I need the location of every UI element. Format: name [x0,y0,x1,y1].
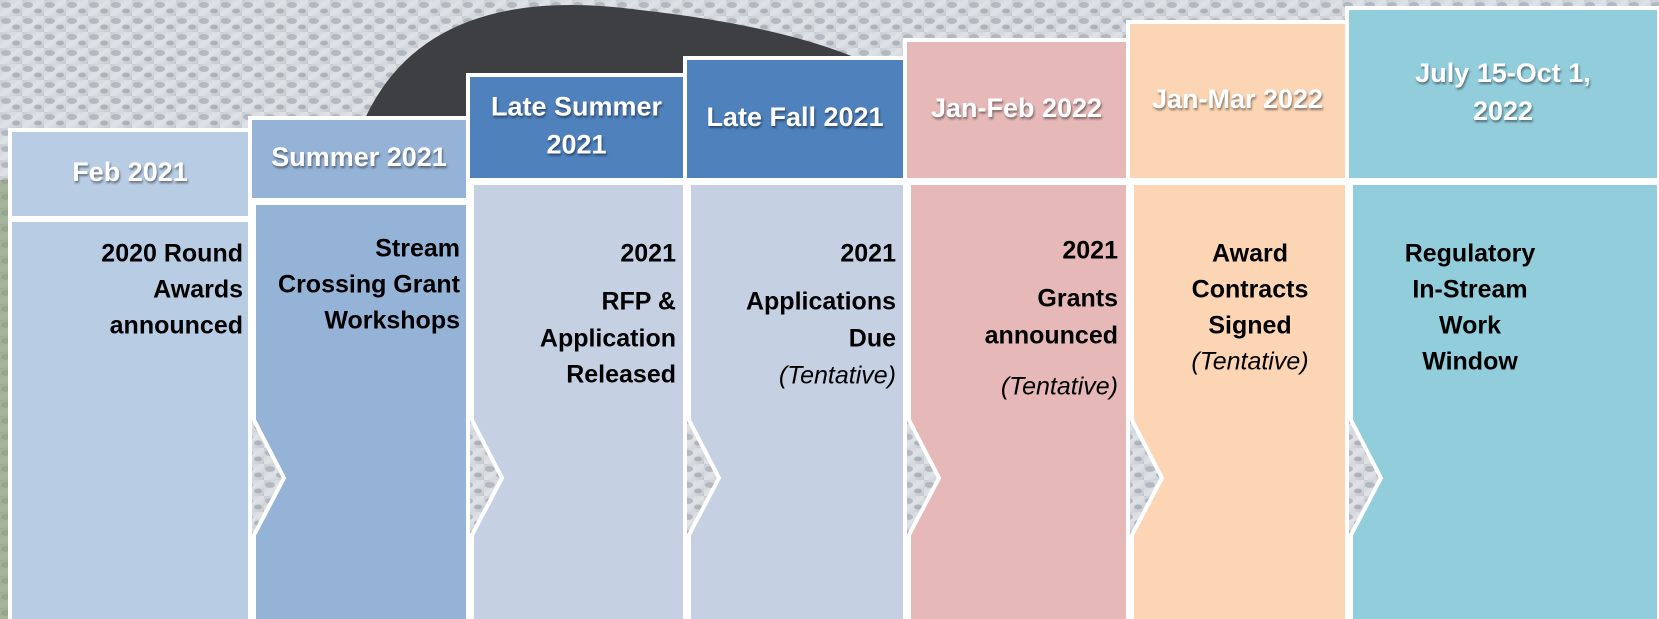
step-text: Work [1439,312,1501,340]
step-text: Applications [746,288,896,316]
step-date: Jan-Feb 2022 [931,93,1102,123]
step-text: Award [1212,240,1288,268]
step-text: announced [110,312,243,340]
step-text: Signed [1208,312,1291,340]
step-note: (Tentative) [779,362,896,390]
step-date: Summer 2021 [271,142,447,172]
step-text: Released [566,361,676,389]
step-date: July 15-Oct 1, [1415,58,1591,88]
step-text: RFP & [601,288,676,316]
step: Jan-Feb 2022 2021 Grants announced (Tentativ… [905,40,1128,619]
step: Late Summer 2021 2021 RFP & Application Relea… [468,75,685,619]
date-box [1347,8,1659,180]
step-text: 2021 [840,240,896,268]
step-text: 2021 [1062,237,1118,265]
step: July 15-Oct 1, 2022 Regulatory In-Stream Wor… [1347,8,1659,619]
step-text: Awards [153,276,243,304]
step-text: Grants [1037,285,1118,313]
step-text: Contracts [1192,276,1309,304]
step-note: (Tentative) [1001,373,1118,401]
step-date: 2021 [546,130,606,160]
step: Late Fall 2021 2021 Applications Due (Tentat… [685,58,905,619]
step-text: Workshops [324,307,460,335]
step-text: Window [1422,348,1518,376]
step-text: Stream [375,235,460,263]
step: Feb 2021 2020 Round Awards announced [10,130,250,619]
step-date: Late Summer [491,92,663,122]
step-date: 2022 [1473,96,1533,126]
step-text: Crossing Grant [278,271,461,299]
step: Jan-Mar 2022 Award Contracts Signed (Tentati… [1128,22,1347,619]
step-text: Due [849,325,896,353]
step-date: Feb 2021 [72,157,188,187]
page: Feb 20212020 RoundAwardsannouncedSummer … [0,0,1659,619]
step-text: Application [540,325,676,353]
step-text: 2020 Round [101,240,243,268]
step-text: In-Stream [1412,276,1527,304]
timeline-slide: Feb 20212020 RoundAwardsannouncedSummer … [0,0,1659,619]
step-text: Regulatory [1405,240,1536,268]
step-date: Late Fall 2021 [706,102,883,132]
step-note: (Tentative) [1191,348,1308,376]
step-text: announced [985,322,1118,350]
step-body [254,203,468,619]
step-date: Jan-Mar 2022 [1152,84,1323,114]
step: Summer 2021 Stream Crossing Grant Workshops [250,118,468,619]
step-text: 2021 [620,240,676,268]
